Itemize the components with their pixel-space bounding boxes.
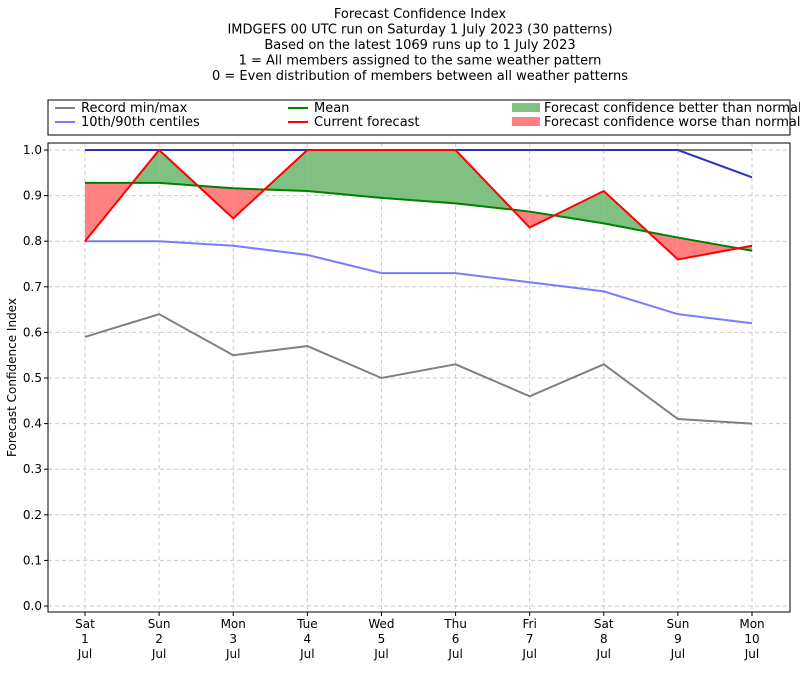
x-tick-label: Jul (225, 647, 240, 661)
x-tick-label: Fri (523, 617, 537, 631)
x-tick-label: 6 (452, 632, 460, 646)
x-tick-label: 3 (229, 632, 237, 646)
better-fill (307, 150, 381, 198)
y-tick-label: 0.7 (23, 280, 42, 294)
x-tick-label: Jul (373, 647, 388, 661)
legend-label: Record min/max (81, 101, 188, 116)
x-tick-label: 1 (81, 632, 89, 646)
centile-10-line (85, 241, 752, 323)
y-tick-label: 0.6 (23, 325, 42, 339)
y-tick-label: 0.8 (23, 234, 42, 248)
legend-label: Forecast confidence better than normal (544, 101, 800, 116)
x-tick-label: Jul (299, 647, 314, 661)
legend-swatch (512, 117, 540, 126)
x-tick-label: Thu (443, 617, 467, 631)
x-tick-label: Jul (744, 647, 759, 661)
x-tick-label: 7 (526, 632, 534, 646)
x-tick-label: Jul (151, 647, 166, 661)
legend-swatch (512, 103, 540, 112)
x-tick-label: Sun (148, 617, 171, 631)
y-tick-label: 0.3 (23, 462, 42, 476)
x-tick-label: 5 (378, 632, 386, 646)
legend-label: Mean (314, 101, 349, 116)
y-tick-label: 0.2 (23, 508, 42, 522)
chart-title-line: Based on the latest 1069 runs up to 1 Ju… (264, 38, 575, 53)
x-tick-label: 8 (600, 632, 608, 646)
x-tick-label: Sat (594, 617, 614, 631)
x-tick-label: 9 (674, 632, 682, 646)
legend-label: Current forecast (314, 115, 420, 130)
legend-label: 10th/90th centiles (81, 115, 200, 130)
x-tick-label: Jul (447, 647, 462, 661)
x-tick-label: Mon (739, 617, 764, 631)
x-tick-label: 10 (744, 632, 759, 646)
y-tick-label: 0.9 (23, 189, 42, 203)
y-tick-label: 0.5 (23, 371, 42, 385)
y-tick-label: 1.0 (23, 143, 42, 157)
better-fill (381, 150, 455, 203)
x-tick-label: Sat (75, 617, 95, 631)
x-tick-label: 4 (304, 632, 312, 646)
x-tick-label: Jul (596, 647, 611, 661)
y-tick-label: 0.4 (23, 417, 42, 431)
x-tick-label: 2 (155, 632, 163, 646)
legend-label: Forecast confidence worse than normal (544, 115, 800, 130)
chart-title-line: 0 = Even distribution of members between… (212, 69, 628, 84)
x-tick-label: Jul (77, 647, 92, 661)
x-tick-label: Wed (368, 617, 394, 631)
x-tick-label: Jul (670, 647, 685, 661)
y-tick-label: 0.1 (23, 553, 42, 567)
chart-title-line: IMDGEFS 00 UTC run on Saturday 1 July 20… (227, 23, 612, 38)
record-min-line (85, 314, 752, 423)
y-tick-label: 0.0 (23, 599, 42, 613)
x-tick-label: Sun (666, 617, 689, 631)
chart-title-line: 1 = All members assigned to the same wea… (239, 54, 602, 69)
chart-title-line: Forecast Confidence Index (334, 7, 506, 22)
x-tick-label: Tue (296, 617, 318, 631)
x-tick-label: Jul (521, 647, 536, 661)
y-axis-label: Forecast Confidence Index (5, 298, 19, 457)
x-tick-label: Mon (221, 617, 246, 631)
